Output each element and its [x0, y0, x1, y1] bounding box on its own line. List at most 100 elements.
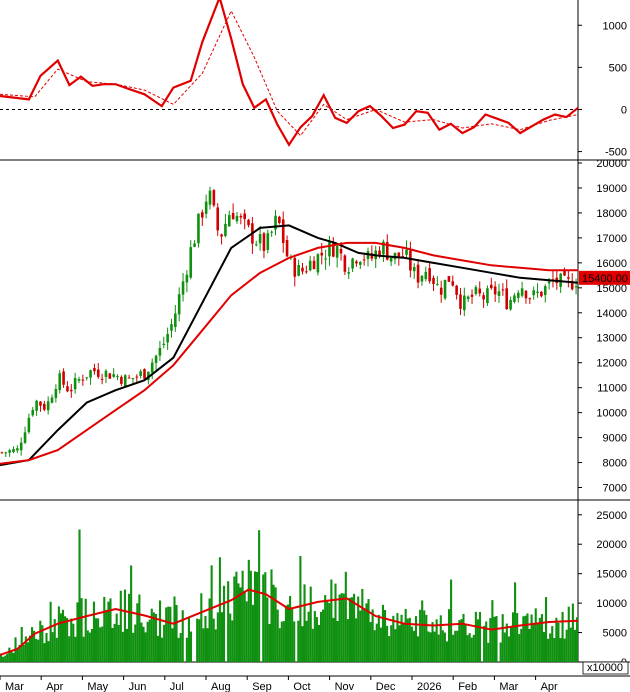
volume-bar [348, 597, 351, 662]
candle-body [397, 252, 401, 258]
volume-bar [229, 613, 232, 662]
candle-body [470, 294, 474, 297]
volume-bar [276, 609, 279, 662]
volume-bar [357, 596, 360, 662]
volume-bar [280, 621, 283, 662]
volume-bar [565, 629, 568, 662]
volume-bar [410, 626, 413, 662]
volume-bar [450, 579, 453, 662]
volume-bar [185, 637, 188, 662]
candle-body [46, 401, 50, 411]
volume-bar [181, 610, 184, 662]
volume-bar [353, 593, 356, 662]
volume-bar [476, 619, 479, 662]
volume-y-tick-label: 15000 [596, 569, 627, 581]
x-month-label: Dec [376, 681, 396, 692]
volume-bar [220, 612, 224, 662]
candle-body [93, 368, 96, 372]
volume-y-tick-label: 5000 [603, 628, 627, 640]
x-axis: Mar Apr May Jun Jul Aug Sep Oct Nov Dec 2026 Feb Mar… [0, 676, 558, 692]
volume-bar [542, 631, 546, 662]
volume-bar [392, 615, 395, 662]
volume-bar [313, 611, 316, 662]
candle-body [73, 377, 77, 390]
volume-bar [251, 604, 254, 662]
candle-body [497, 291, 501, 296]
candle-body [120, 376, 123, 384]
volume-bar [439, 615, 442, 662]
volume-bar [212, 618, 215, 662]
candle-body [347, 272, 351, 274]
x-month-label: 2026 [417, 681, 441, 692]
volume-bar [92, 601, 96, 662]
volume-bar [61, 609, 65, 662]
volume-bar [487, 642, 490, 662]
candle-body [339, 248, 343, 254]
volume-bar [266, 597, 269, 662]
candle-body [297, 265, 300, 276]
candle-body [320, 252, 324, 256]
volume-bar [468, 633, 471, 662]
candle-body [150, 362, 154, 373]
candle-body [474, 287, 478, 294]
volume-bar [97, 618, 100, 662]
volume-bar [429, 632, 432, 662]
volume-bar [567, 606, 570, 662]
volume-bar [390, 625, 393, 662]
volume-bar [291, 607, 294, 662]
volume-bar [22, 644, 25, 662]
volume-bar [540, 614, 543, 662]
candle-body [285, 240, 289, 257]
candle-body [490, 284, 493, 289]
volume-bar [538, 617, 541, 662]
candle-body [328, 241, 331, 257]
volume-bar [256, 571, 259, 662]
volume-bar [520, 628, 523, 662]
volume-bar [557, 622, 560, 662]
volume-bar [167, 606, 170, 662]
volume-bar [274, 587, 277, 662]
candle-body [31, 409, 35, 416]
volume-bar [379, 627, 382, 662]
volume-bar [518, 634, 521, 662]
price-y-tick-label: 20000 [596, 158, 627, 170]
candle-body [43, 403, 46, 410]
volume-bar [175, 604, 178, 662]
volume-bar [338, 594, 341, 662]
volume-bar [474, 611, 477, 662]
volume-bar [464, 624, 467, 662]
volume-bar [208, 598, 211, 662]
candle-body [463, 295, 466, 311]
volume-bar [414, 616, 418, 662]
x-month-label: Jun [129, 681, 147, 692]
volume-bar [24, 636, 27, 662]
candle-body [4, 452, 8, 454]
volume-bar [30, 627, 34, 662]
candle-body [77, 378, 81, 381]
candle-body [543, 286, 547, 296]
candle-body [278, 216, 281, 224]
volume-bar [575, 617, 579, 662]
candle-body [412, 266, 416, 272]
volume-bar [241, 570, 244, 662]
volume-bar [441, 630, 444, 662]
volume-bar [138, 594, 141, 662]
volume-bar [404, 608, 407, 662]
volume-bar [559, 638, 562, 662]
candle-body [324, 258, 327, 260]
volume-bar [4, 655, 7, 662]
volume-bar [76, 602, 79, 662]
volume-bar [545, 597, 548, 662]
volume-bar [381, 604, 385, 662]
candle-body [177, 294, 181, 315]
candle-body [116, 376, 119, 378]
volume-bar [472, 634, 475, 662]
indicator-y-tick-label: 500 [609, 62, 627, 74]
volume-bar [53, 619, 56, 662]
price-y-tick-label: 12000 [596, 358, 627, 370]
volume-bar [297, 620, 300, 662]
volume-bar [8, 647, 11, 662]
volume-bar [377, 614, 380, 662]
volume-bar [119, 590, 122, 662]
volume-bar [57, 606, 60, 662]
